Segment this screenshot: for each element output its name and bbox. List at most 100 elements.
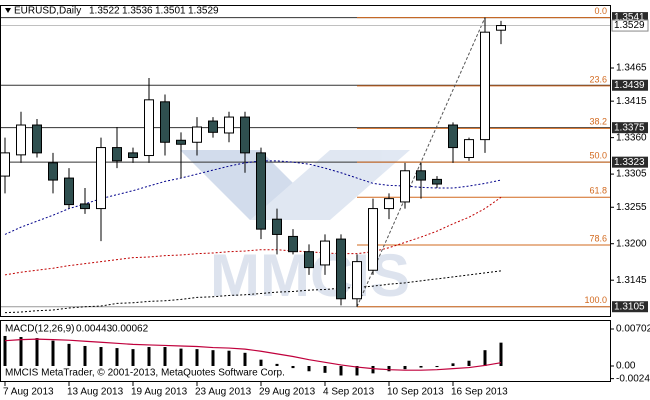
watermark-logo <box>180 150 410 220</box>
candle-body <box>32 124 42 154</box>
candle-body <box>208 120 218 133</box>
y-tick-label: 0.00 <box>616 361 636 372</box>
chart-title: EURUSD,Daily <box>14 6 81 17</box>
menu-triangle[interactable] <box>5 8 11 13</box>
macd-bar <box>355 365 359 376</box>
candle-body <box>192 126 202 143</box>
level-label: 1.3323 <box>614 157 645 168</box>
candle-body <box>320 240 330 266</box>
macd-bar <box>163 347 167 366</box>
candle-body <box>256 152 266 230</box>
candle-body <box>80 203 90 210</box>
macd-bar <box>99 347 103 366</box>
level-label: 1.3105 <box>614 301 645 312</box>
candle-body <box>368 208 378 271</box>
footer: MMCIS MetaTrader, © 2001-2013, MetaQuote… <box>5 368 285 379</box>
macd-bar <box>227 350 231 366</box>
macd-bar <box>147 347 151 366</box>
x-tick-label: 16 Sep 2013 <box>451 387 508 398</box>
macd-panel <box>0 320 611 382</box>
macd-bar <box>435 365 439 368</box>
x-tick-label: 19 Aug 2013 <box>131 387 188 398</box>
macd-value: 0.00443 <box>76 324 113 335</box>
macd-bar <box>451 363 455 366</box>
candle-body <box>144 99 154 157</box>
candle-body <box>304 251 314 269</box>
macd-bar <box>339 365 343 376</box>
macd-bar <box>67 343 71 366</box>
candle-body <box>16 124 26 156</box>
macd-bar <box>51 340 55 366</box>
candle-body <box>496 25 506 31</box>
level-box <box>612 122 648 134</box>
y-tick-label: 1.3465 <box>616 63 647 74</box>
ohlc-close: 1.3529 <box>188 6 219 17</box>
macd-bar <box>259 359 263 366</box>
price-label: 1.3529 <box>614 20 645 31</box>
macd-bar <box>483 350 487 366</box>
macd-bar <box>3 335 7 366</box>
moving-average <box>4 270 502 314</box>
x-tick-label: 10 Sep 2013 <box>387 387 444 398</box>
candle-body <box>64 177 74 206</box>
fib-label: 61.8 <box>589 186 607 196</box>
signal-line <box>4 338 502 371</box>
candle-body <box>224 116 234 134</box>
x-tick-label: 29 Aug 2013 <box>259 387 316 398</box>
macd-bar <box>275 363 279 366</box>
level-label: 1.3541 <box>614 12 645 23</box>
macd-bar <box>419 365 423 368</box>
candle-body <box>416 170 426 181</box>
candle-body <box>448 124 458 149</box>
y-tick-label: 0.00702 <box>616 324 650 335</box>
x-tick-label: 13 Aug 2013 <box>67 387 124 398</box>
candle-body <box>400 170 410 203</box>
candle-body <box>272 218 282 235</box>
candle-body <box>464 139 474 159</box>
y-tick-label: 1.3145 <box>616 275 647 286</box>
moving-average <box>4 160 502 235</box>
level-label: 1.3375 <box>614 122 645 133</box>
fib-label: 50.0 <box>589 151 607 161</box>
fib-label: 38.2 <box>589 117 607 127</box>
ohlc-high: 1.3536 <box>122 6 153 17</box>
macd-title: MACD(12,26,9) <box>5 324 74 335</box>
candle-body <box>432 178 442 185</box>
macd-bar <box>195 349 199 366</box>
candle-body <box>288 235 298 253</box>
macd-bar <box>179 348 183 366</box>
macd-bar <box>403 365 407 370</box>
candle-body <box>96 147 106 210</box>
moving-average <box>4 196 502 276</box>
y-tick-label: 1.3415 <box>616 96 647 107</box>
macd-bar <box>371 365 375 374</box>
macd-bar <box>387 365 391 372</box>
y-tick-label: -0.0024 <box>616 373 650 384</box>
candle-body <box>384 198 394 210</box>
fib-label: 23.6 <box>589 74 607 84</box>
macd-bar <box>211 350 215 366</box>
level-box <box>612 156 648 168</box>
y-tick-label: 1.3305 <box>616 169 647 180</box>
candle-body <box>160 101 170 143</box>
candle-body <box>176 139 186 145</box>
candle-body <box>336 238 346 300</box>
candle-body <box>352 261 362 300</box>
fib-label: 100.0 <box>584 295 607 305</box>
macd-bar <box>467 360 471 366</box>
macd-bar <box>499 342 503 366</box>
level-box <box>612 301 648 313</box>
y-tick-label: 1.3200 <box>616 238 647 249</box>
candle-body <box>240 116 250 154</box>
macd-bar <box>115 348 119 366</box>
macd-bar <box>131 349 135 366</box>
macd-bar <box>83 345 87 366</box>
ohlc-low: 1.3501 <box>155 6 186 17</box>
level-box <box>612 79 648 91</box>
macd-bar <box>243 352 247 366</box>
macd-bar <box>19 337 23 366</box>
signal-value: 0.00062 <box>112 324 149 335</box>
level-box <box>612 12 648 24</box>
